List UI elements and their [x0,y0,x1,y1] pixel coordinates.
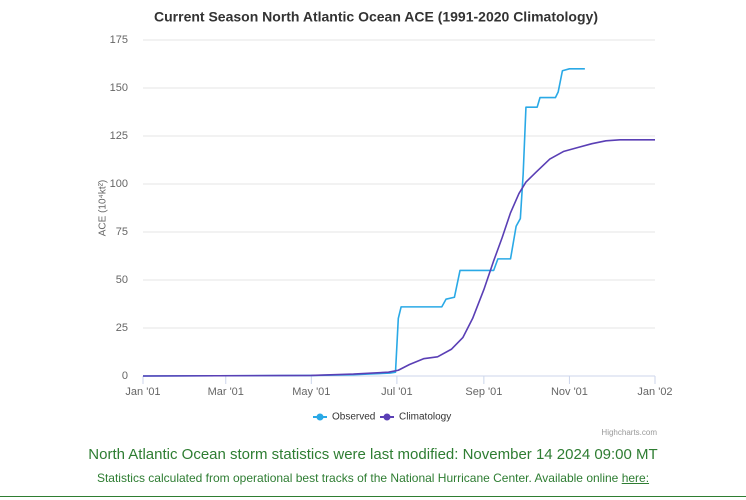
legend-marker [383,413,391,421]
source-note: Statistics calculated from operational b… [0,471,746,485]
y-tick-label: 150 [110,82,128,94]
x-tick-label: Jul '01 [381,386,412,398]
x-tick-label: Jan '01 [125,386,160,398]
y-tick-label: 75 [116,226,128,238]
bottom-rule [0,496,746,497]
chart: Current Season North Atlantic Ocean ACE … [98,9,673,437]
x-tick-label: Nov '01 [551,386,588,398]
y-tick-label: 50 [116,274,128,286]
series-line [142,68,585,377]
x-tick-label: Sep '01 [465,386,502,398]
chart-title: Current Season North Atlantic Ocean ACE … [154,9,598,25]
credits: Highcharts.com [601,428,657,437]
series-line [142,139,655,377]
x-tick-label: Mar '01 [208,386,244,398]
legend-label: Observed [332,412,375,423]
y-tick-label: 100 [110,178,128,190]
source-text: Statistics calculated from operational b… [96,471,619,485]
x-tick-label: May '01 [292,386,330,398]
x-tick-label: Jan '02 [637,386,672,398]
legend-marker [316,413,324,421]
y-axis-label: ACE (10⁴kt²) [98,180,109,237]
modified-note: North Atlantic Ocean storm statistics we… [88,446,658,463]
y-tick-label: 125 [110,130,128,142]
y-tick-label: 0 [122,370,128,382]
y-tick-label: 25 [116,322,128,334]
legend-label: Climatology [399,412,451,423]
source-link[interactable]: here: [621,471,650,485]
y-tick-label: 175 [110,34,128,46]
